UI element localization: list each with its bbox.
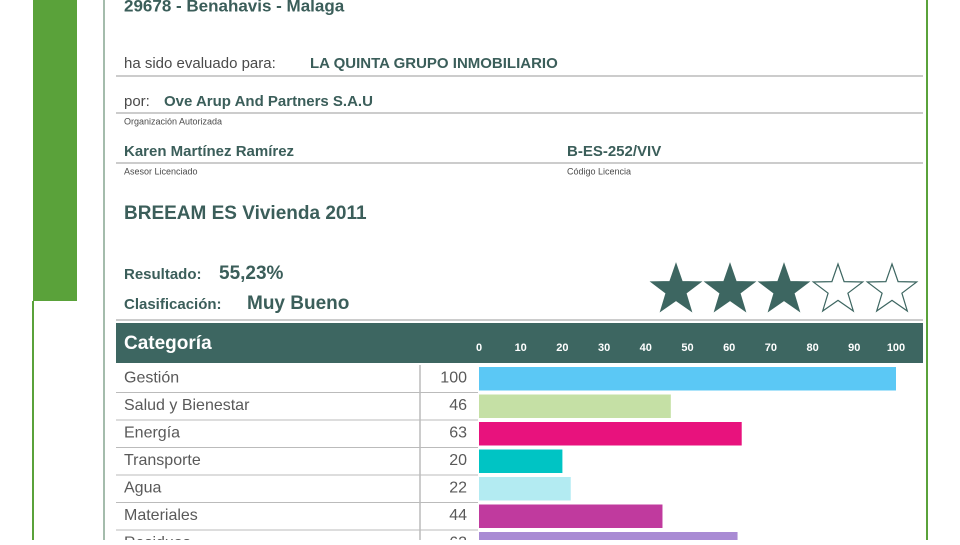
category-label: Salud y Bienestar: [124, 397, 250, 414]
client: LA QUINTA GRUPO INMOBILIARIO: [310, 55, 558, 72]
bar: [479, 449, 563, 473]
result-label: Resultado:: [124, 266, 202, 283]
star-filled: [757, 262, 811, 313]
star-filled: [703, 262, 757, 313]
bar: [479, 477, 571, 501]
star-filled: [649, 262, 703, 313]
category-label: Transporte: [124, 452, 201, 469]
rating-value: Muy Bueno: [247, 293, 349, 314]
x-tick-label: 90: [848, 342, 860, 354]
x-tick-label: 0: [476, 342, 482, 354]
assessor-caption: Asesor Licenciado: [124, 166, 198, 176]
value-label: 46: [449, 397, 467, 414]
star-empty: [811, 262, 865, 313]
assessor: Karen Martínez Ramírez: [124, 143, 294, 160]
bar: [479, 422, 742, 446]
table-header: [116, 323, 923, 363]
x-tick-label: 50: [681, 342, 693, 354]
category-label: Energía: [124, 425, 180, 442]
category-label: Gestión: [124, 370, 179, 387]
x-tick-label: 40: [640, 342, 652, 354]
org-name: Ove Arup And Partners S.A.U: [164, 93, 373, 110]
bar: [479, 532, 738, 545]
eval-label: ha sido evaluado para:: [124, 55, 276, 72]
rating-label: Clasificación:: [124, 296, 222, 313]
value-label: 100: [440, 370, 467, 387]
x-tick-label: 10: [515, 342, 527, 354]
bar: [479, 394, 671, 418]
org-caption: Organización Autorizada: [124, 116, 222, 126]
category-label: Residuos: [124, 535, 191, 540]
scheme: BREEAM ES Vivienda 2011: [124, 203, 367, 224]
value-label: 44: [449, 507, 467, 524]
org-label: por:: [124, 93, 150, 110]
location: 29678 - Benahavis - Malaga: [124, 0, 345, 15]
star-empty: [865, 262, 919, 313]
dynamic: 0 10 20 30 40 50 60 70 80 90 100 Gestión 100 Salud y …: [116, 262, 919, 545]
x-tick-label: 100: [887, 342, 905, 354]
license-caption: Código Licencia: [567, 166, 631, 176]
green-band: [33, 0, 77, 301]
table-title: Categoría: [124, 333, 212, 354]
result-value: 55,23%: [219, 263, 284, 284]
value-label: 63: [449, 425, 467, 442]
bar: [479, 504, 663, 528]
x-tick-label: 70: [765, 342, 777, 354]
x-tick-label: 80: [806, 342, 818, 354]
category-label: Materiales: [124, 507, 198, 524]
license: B-ES-252/VIV: [567, 143, 661, 160]
value-label: 20: [449, 452, 467, 469]
category-label: Agua: [124, 480, 161, 497]
bar: [479, 367, 896, 391]
x-tick-label: 30: [598, 342, 610, 354]
value-label: 22: [449, 480, 467, 497]
x-tick-label: 20: [556, 342, 568, 354]
x-tick-label: 60: [723, 342, 735, 354]
value-label: 62: [449, 535, 467, 540]
